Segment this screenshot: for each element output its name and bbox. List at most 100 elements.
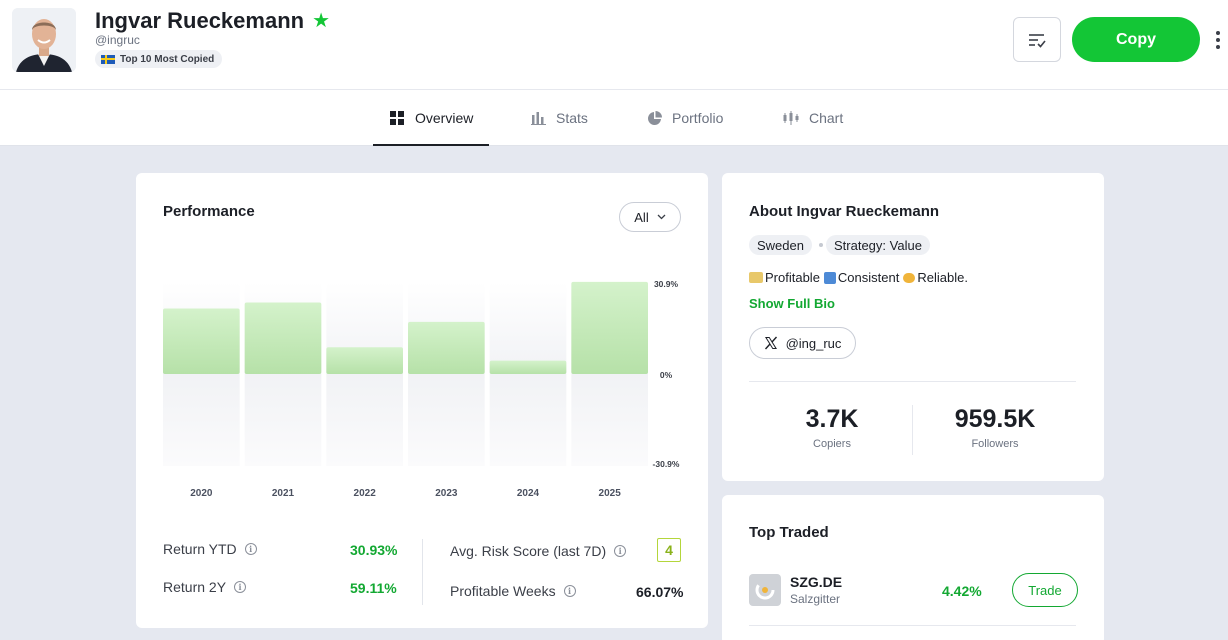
profile-name: Ingvar Rueckemann ★ [95, 8, 330, 34]
country-tag[interactable]: Sweden [749, 235, 812, 255]
copiers-value: 3.7K [805, 405, 859, 433]
return-ytd-value: 30.93% [350, 542, 398, 558]
asset-change: 4.42% [942, 583, 982, 599]
tag-separator [819, 243, 823, 247]
profitable-weeks-value: 66.07% [636, 584, 684, 600]
pie-chart-icon [646, 110, 662, 126]
chart-bar-2020[interactable] [163, 308, 240, 374]
bio-part: Profitable [765, 270, 820, 285]
handshake-icon [903, 272, 916, 283]
info-icon[interactable]: i [563, 585, 576, 597]
chart-bar-background [163, 374, 240, 466]
chart-bar-2021[interactable] [244, 302, 322, 374]
show-full-bio-link[interactable]: Show Full Bio [749, 296, 835, 311]
tab-stats[interactable]: Stats [530, 90, 588, 146]
repeat-icon [823, 271, 836, 284]
chart-bar-background [408, 374, 485, 466]
chart-x-label: 2024 [517, 488, 540, 499]
info-icon[interactable]: i [614, 545, 627, 557]
copiers-label: Copiers [813, 438, 851, 450]
badge-label: Top 10 Most Copied [120, 53, 215, 65]
chart-x-label: 2022 [354, 488, 377, 499]
tab-portfolio[interactable]: Portfolio [646, 90, 723, 146]
about-title: About Ingvar Rueckemann [749, 203, 940, 220]
copiers-metric: 3.7K Copiers [752, 405, 912, 450]
tab-chart[interactable]: Chart [783, 90, 843, 146]
chevron-down-icon [657, 214, 666, 220]
asset-logo [749, 574, 781, 606]
chart-y-label: 30.9% [654, 279, 679, 289]
profitable-weeks-label: Profitable Weeks i [450, 583, 576, 599]
bio-part: Consistent [837, 270, 900, 285]
tab-label: Overview [415, 110, 474, 126]
return-ytd-label: Return YTD i [163, 541, 257, 557]
about-divider [749, 381, 1076, 382]
asset-name: Salzgitter [790, 592, 841, 606]
watchlist-button[interactable] [1013, 17, 1061, 62]
stats-divider [422, 539, 423, 605]
profile-handle: @ingruc [95, 33, 140, 47]
return-2y-label: Return 2Y i [163, 579, 247, 595]
chart-x-label: 2023 [435, 488, 458, 499]
sweden-flag-icon [101, 54, 115, 64]
copy-button[interactable]: Copy [1072, 17, 1200, 62]
chart-x-label: 2025 [599, 488, 622, 499]
info-icon[interactable]: i [234, 581, 247, 593]
x-handle: @ing_ruc [785, 335, 842, 351]
chart-bar-2024[interactable] [489, 360, 567, 374]
tab-label: Chart [809, 110, 844, 126]
more-options-icon[interactable] [1208, 27, 1228, 53]
followers-label: Followers [971, 438, 1019, 450]
trade-button[interactable]: Trade [1012, 573, 1078, 607]
status-badge: Top 10 Most Copied [95, 50, 223, 68]
chart-bar-background [489, 374, 567, 466]
info-icon[interactable]: i [244, 543, 257, 555]
list-divider [749, 625, 1076, 626]
chart-x-label: 2021 [272, 488, 295, 499]
period-value: All [634, 209, 649, 225]
star-icon[interactable]: ★ [312, 10, 331, 32]
tab-label: Stats [556, 110, 588, 126]
risk-score-value[interactable]: 4 [657, 538, 681, 562]
performance-title: Performance [163, 203, 255, 220]
tab-bar: Overview Stats Portfolio Chart [0, 90, 1228, 146]
bio-text: Profitable Consistent Reliable. [749, 270, 968, 285]
profitable-weeks-text: Profitable Weeks [450, 583, 556, 599]
about-card: About Ingvar Rueckemann Sweden Strategy:… [722, 173, 1104, 481]
followers-metric: 959.5K Followers [915, 405, 1075, 450]
candlestick-icon [783, 110, 799, 126]
salzgitter-logo-icon [755, 580, 775, 600]
top-traded-card: Top Traded SZG.DE Salzgitter 4.42% Trade [722, 495, 1104, 640]
bio-part: Reliable. [917, 270, 968, 285]
tab-label: Portfolio [672, 110, 724, 126]
chart-bar-2023[interactable] [408, 321, 485, 374]
asset-symbol[interactable]: SZG.DE [790, 574, 843, 590]
performance-chart-svg: 2020 2021 2022 2023 2024 2025 30.9% 0% -30.9% [163, 279, 680, 499]
avatar[interactable] [12, 8, 76, 72]
bar-chart-icon [530, 110, 546, 126]
chart-y-label: -30.9% [653, 459, 680, 469]
performance-card: Performance All 2020 20 [136, 173, 708, 628]
tab-overview[interactable]: Overview [372, 90, 490, 146]
risk-score-label: Avg. Risk Score (last 7D) i [450, 543, 627, 559]
chart-bar-2022[interactable] [326, 347, 403, 374]
chart-bar-background [489, 282, 567, 374]
grid-icon [389, 110, 405, 126]
metric-separator [912, 405, 913, 455]
profile-header: Ingvar Rueckemann ★ @ingruc Top 10 Most … [0, 0, 1228, 90]
chart-bar-background [326, 374, 403, 466]
return-2y-value: 59.11% [350, 580, 397, 596]
performance-chart: 2020 2021 2022 2023 2024 2025 30.9% 0% -30.9% [136, 173, 708, 628]
x-profile-link[interactable]: @ing_ruc [749, 327, 856, 359]
chart-bar-background [571, 374, 648, 466]
return-2y-text: Return 2Y [163, 579, 227, 595]
followers-value: 959.5K [954, 405, 1036, 433]
risk-score-text: Avg. Risk Score (last 7D) [450, 543, 607, 559]
period-select[interactable]: All [619, 202, 681, 232]
return-ytd-text: Return YTD [163, 541, 237, 557]
profile-name-text: Ingvar Rueckemann [95, 8, 305, 33]
strategy-tag[interactable]: Strategy: Value [826, 235, 930, 255]
chart-bar-2025[interactable] [571, 281, 648, 374]
chart-y-label: 0% [660, 370, 673, 380]
top-traded-title: Top Traded [749, 524, 829, 541]
